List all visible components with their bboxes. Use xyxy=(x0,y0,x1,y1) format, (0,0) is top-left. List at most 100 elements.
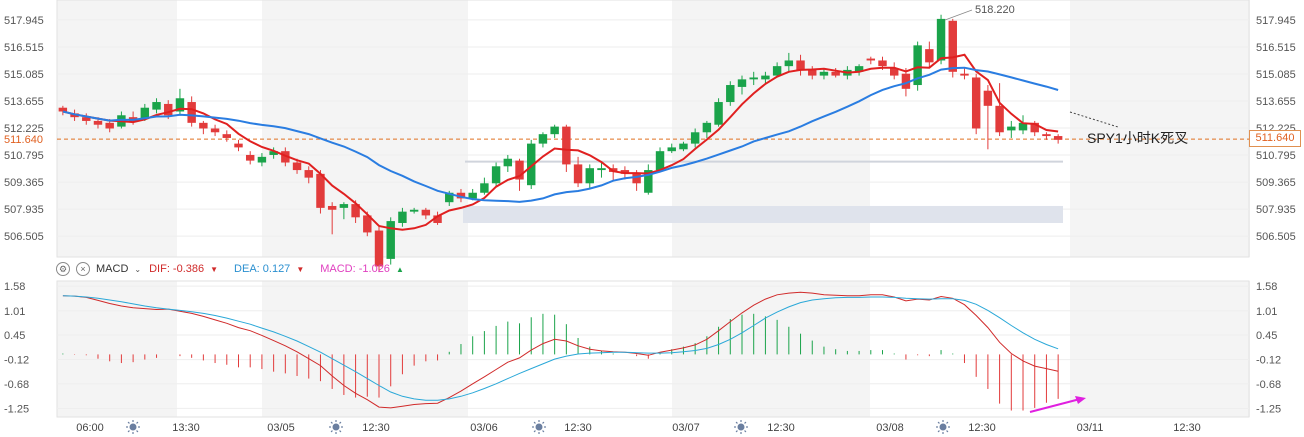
candle-body xyxy=(690,132,700,144)
candle-body xyxy=(281,151,290,163)
macd-tick-right: -1.25 xyxy=(1256,403,1281,415)
macd-tick-right: 1.01 xyxy=(1256,306,1277,318)
candle-body xyxy=(854,66,864,72)
macd-header: ⚙ × MACD ⌄ DIF: -0.386 ▼ DEA: 0.127 ▼ MA… xyxy=(56,261,404,277)
price-tick-right: 515.085 xyxy=(1256,69,1296,81)
annotation-leader xyxy=(1069,111,1119,128)
candle-body xyxy=(749,77,758,80)
macd-tick-left: -1.25 xyxy=(4,403,29,415)
candle-body xyxy=(199,122,208,129)
macd-tick-right: -0.12 xyxy=(1256,355,1281,367)
dif-dropdown-icon[interactable]: ▼ xyxy=(210,264,219,274)
candle-body xyxy=(351,204,360,218)
price-tick-left: 513.655 xyxy=(4,96,44,108)
price-tick-right: 513.655 xyxy=(1256,96,1296,108)
candle-body xyxy=(772,66,782,76)
sun-icon xyxy=(734,420,748,434)
candle-body xyxy=(819,71,829,76)
macd-panel-frame xyxy=(56,280,1250,418)
candle-body xyxy=(831,71,840,76)
candle-body xyxy=(491,166,501,184)
candle-body xyxy=(679,143,688,150)
x-tick-label: 03/08 xyxy=(876,422,904,434)
peak-leader xyxy=(944,9,973,21)
candle-body xyxy=(187,102,196,123)
sun-icon xyxy=(936,420,950,434)
chevron-down-icon[interactable]: ⌄ xyxy=(134,264,142,274)
x-tick-label: 12:30 xyxy=(362,422,390,434)
candle-body xyxy=(995,105,1004,133)
candle-body xyxy=(784,60,794,67)
macd-tick-left: 1.58 xyxy=(4,281,25,293)
candle-body xyxy=(304,170,313,178)
grid-lines xyxy=(56,0,1250,418)
candle-body xyxy=(58,107,68,112)
macd-tick-right: -0.68 xyxy=(1256,379,1281,391)
price-tick-left: 507.935 xyxy=(4,204,44,216)
current-price-tag: 511.640 xyxy=(1249,130,1301,147)
candle-body xyxy=(1053,136,1063,140)
price-tick-right: 516.515 xyxy=(1256,42,1296,54)
candle-body xyxy=(796,60,805,70)
candle-body xyxy=(726,85,735,103)
candle-body xyxy=(222,134,232,138)
candle-body xyxy=(527,143,536,186)
candle-body xyxy=(140,107,150,120)
settings-icon[interactable]: ⚙ xyxy=(56,262,70,276)
macd-tick-right: 1.58 xyxy=(1256,281,1277,293)
candle-body xyxy=(538,134,548,144)
candle-body xyxy=(562,126,571,165)
candle-body xyxy=(515,160,524,180)
price-plot xyxy=(58,14,1063,273)
candle-body xyxy=(737,79,747,87)
dif-line xyxy=(62,291,1059,409)
sun-icon xyxy=(329,420,343,434)
candle-body xyxy=(433,215,442,223)
x-tick-label: 12:30 xyxy=(1173,422,1201,434)
candle-body xyxy=(93,120,103,125)
candle-body xyxy=(210,128,220,133)
x-tick-label: 12:30 xyxy=(968,422,996,434)
candle-body xyxy=(960,73,969,76)
price-tick-left: 516.515 xyxy=(4,42,44,54)
macd-tick-left: 1.01 xyxy=(4,306,25,318)
candle-body xyxy=(1042,134,1051,137)
candle-body xyxy=(948,20,957,72)
candle-body xyxy=(152,102,161,110)
candle-body xyxy=(936,18,946,61)
x-tick-label: 13:30 xyxy=(172,422,200,434)
dif-value: DIF: -0.386 xyxy=(149,263,205,275)
candle-body xyxy=(913,45,922,86)
candle-body xyxy=(644,170,653,193)
ma-fast-line xyxy=(62,53,1059,231)
price-tick-right: 510.795 xyxy=(1256,150,1296,162)
price-tick-current: 511.640 xyxy=(4,134,43,146)
candle-body xyxy=(901,73,911,89)
ma-slow-line xyxy=(62,66,1059,203)
candle-body xyxy=(292,162,302,171)
candle-body xyxy=(971,77,981,129)
macd-up-icon[interactable]: ▲ xyxy=(395,264,404,274)
price-tick-left: 510.795 xyxy=(4,150,44,162)
session-band xyxy=(57,281,177,417)
candle-body xyxy=(866,58,876,61)
candle-body xyxy=(878,60,887,67)
candle-body xyxy=(468,192,477,199)
candle-body xyxy=(409,209,419,212)
candle-body xyxy=(573,164,583,184)
candle-body xyxy=(620,170,630,174)
macd-plot xyxy=(62,291,1059,411)
candle-body xyxy=(550,126,559,135)
price-tick-left: 515.085 xyxy=(4,69,44,81)
candle-body xyxy=(667,147,676,152)
dea-dropdown-icon[interactable]: ▼ xyxy=(296,264,305,274)
candle-body xyxy=(339,204,349,208)
close-icon[interactable]: × xyxy=(76,262,90,276)
x-tick-label: 12:30 xyxy=(767,422,795,434)
candle-body xyxy=(386,221,395,259)
macd-tick-left: 0.45 xyxy=(4,330,25,342)
price-tick-left: 506.505 xyxy=(4,231,44,243)
price-tick-right: 507.935 xyxy=(1256,204,1296,216)
candle-body xyxy=(245,154,255,161)
x-tick-label: 12:30 xyxy=(564,422,592,434)
